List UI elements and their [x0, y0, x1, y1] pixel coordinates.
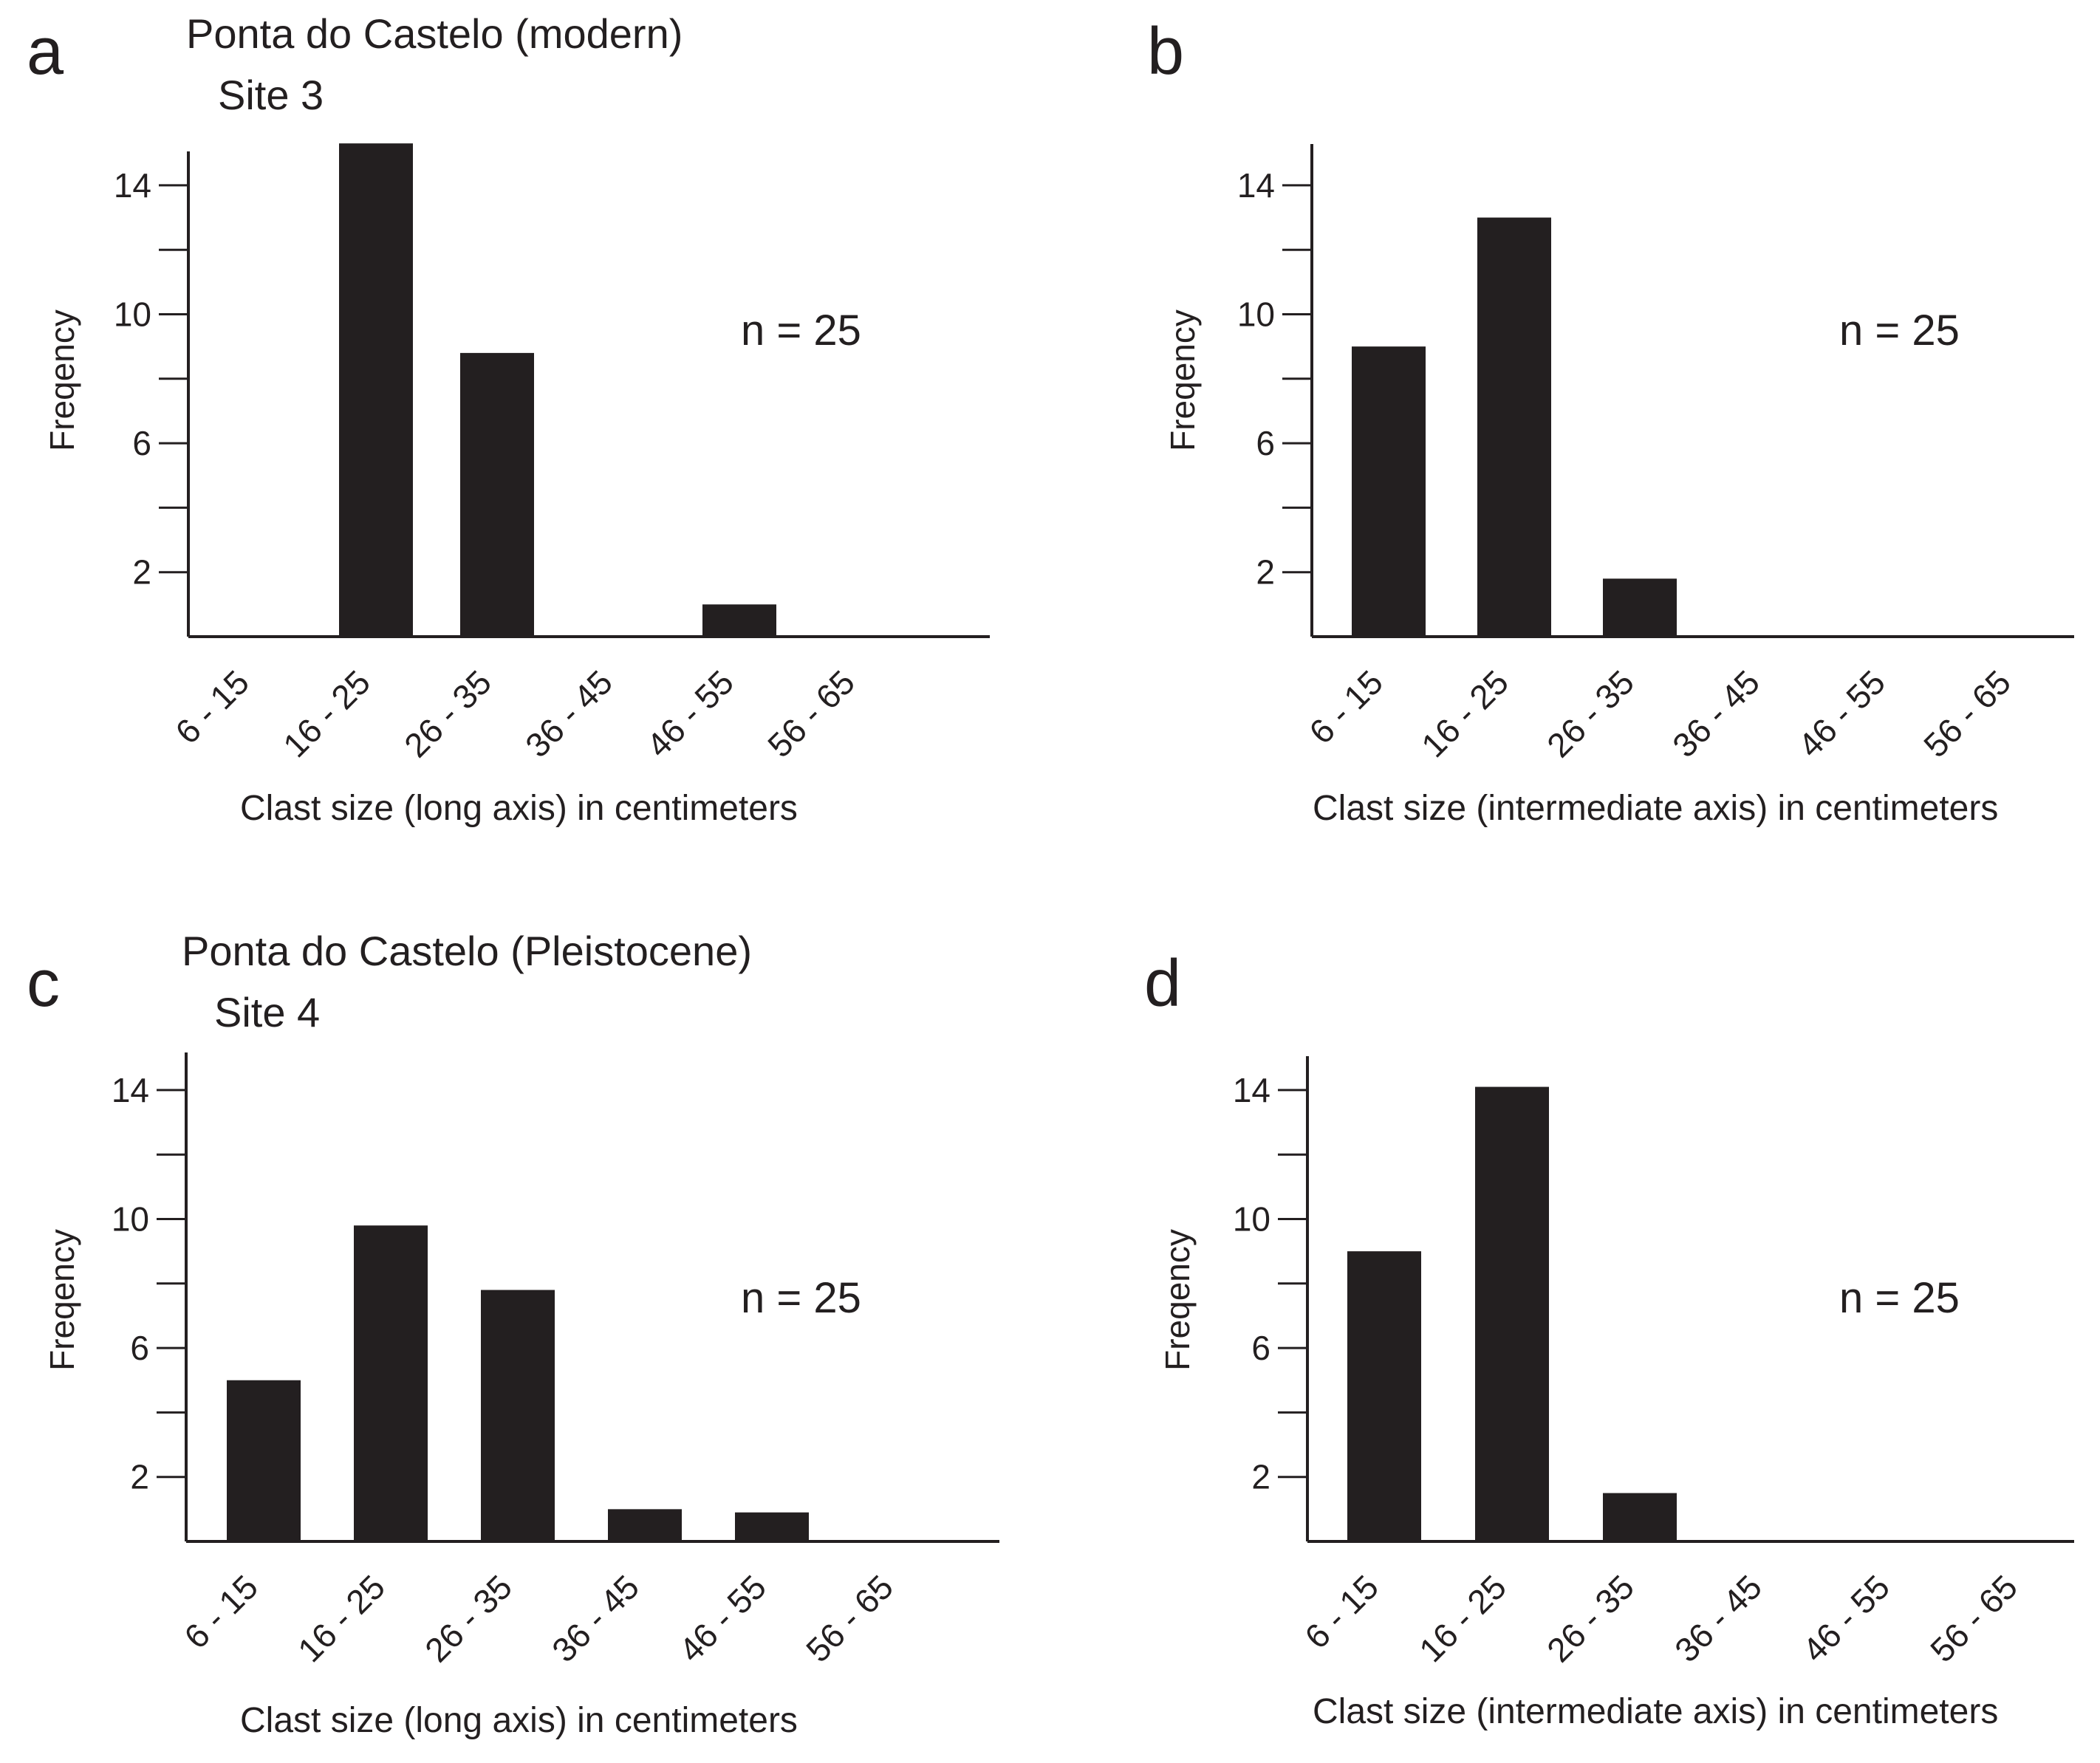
- panel-a-category-label: 46 - 55: [639, 663, 741, 764]
- panel-c-y-tick-label: 6: [130, 1329, 149, 1367]
- panel-b-category-label: 26 - 35: [1539, 663, 1641, 764]
- panel-b-bar: [1603, 578, 1677, 637]
- panel-d-category-label: 26 - 35: [1539, 1567, 1641, 1669]
- panel-b-category-label: 46 - 55: [1791, 663, 1892, 764]
- panel-b-y-tick-label: 2: [1256, 553, 1275, 592]
- panel-a-title: Ponta do Castelo (modern): [186, 10, 683, 57]
- panel-d-y-tick-label: 2: [1251, 1458, 1270, 1496]
- panel-a-subtitle: Site 3: [218, 72, 324, 118]
- panel-c-category-label: 56 - 65: [798, 1567, 900, 1669]
- panel-a-bar: [460, 352, 534, 637]
- panel-c-bar: [354, 1225, 428, 1541]
- panel-c-bar: [608, 1509, 682, 1541]
- panel-c-category-label: 36 - 45: [544, 1567, 646, 1669]
- panel-c-category-label: 6 - 15: [177, 1567, 265, 1656]
- panel-a-letter: a: [27, 15, 64, 89]
- panel-a-y-tick-label: 6: [132, 424, 151, 462]
- panel-d-sample-size: n = 25: [1839, 1274, 1960, 1322]
- panel-d-category-label: 36 - 45: [1667, 1567, 1769, 1669]
- panel-a-sample-size: n = 25: [741, 307, 861, 355]
- panel-a-y-tick-label: 2: [132, 553, 151, 592]
- panel-d-category-label: 56 - 65: [1923, 1567, 2025, 1669]
- panel-c-x-axis-label: Clast size (long axis) in centimeters: [240, 1701, 798, 1740]
- panel-d-y-tick-label: 14: [1233, 1071, 1270, 1109]
- panel-d-letter: d: [1144, 947, 1181, 1021]
- panel-d-category-label: 16 - 25: [1412, 1567, 1514, 1669]
- panel-c-category-label: 46 - 55: [671, 1567, 773, 1669]
- panel-b-letter: b: [1147, 15, 1184, 89]
- panel-a-category-label: 6 - 15: [168, 663, 256, 751]
- panel-d-x-axis-label: Clast size (intermediate axis) in centim…: [1313, 1692, 1998, 1731]
- panel-d-bar: [1475, 1086, 1549, 1541]
- panel-c-y-tick-label: 10: [112, 1200, 149, 1239]
- panel-a-bar: [702, 604, 776, 637]
- panel-a-y-tick-label: 10: [114, 295, 151, 334]
- panel-b-y-tick-label: 14: [1237, 166, 1275, 205]
- panel-c-letter: c: [27, 947, 60, 1021]
- panel-c-sample-size: n = 25: [741, 1274, 861, 1322]
- panel-a-y-axis-label: Freqency: [43, 309, 81, 451]
- panel-b-y-tick-label: 6: [1256, 424, 1275, 462]
- panel-c-y-tick-label: 14: [112, 1071, 149, 1109]
- panel-a-y-tick-label: 14: [114, 166, 151, 205]
- panel-c-title: Ponta do Castelo (Pleistocene): [182, 928, 752, 974]
- panel-c-category-label: 26 - 35: [417, 1567, 519, 1669]
- panel-a-category-label: 16 - 25: [276, 663, 377, 764]
- panel-c-bar: [481, 1290, 555, 1541]
- panel-b-bar: [1352, 346, 1426, 637]
- panel-d-category-label: 6 - 15: [1297, 1567, 1386, 1656]
- panel-d-bar: [1603, 1493, 1677, 1541]
- panel-b-category-label: 16 - 25: [1414, 663, 1516, 764]
- panel-b-bar: [1477, 217, 1551, 637]
- panel-c-bar: [227, 1380, 301, 1541]
- panel-a-x-axis-label: Clast size (long axis) in centimeters: [240, 789, 798, 828]
- panel-b-x-axis-label: Clast size (intermediate axis) in centim…: [1313, 789, 1998, 828]
- panel-b-y-tick-label: 10: [1237, 295, 1275, 334]
- panel-a-category-label: 36 - 45: [518, 663, 620, 764]
- panel-b-category-label: 56 - 65: [1916, 663, 2018, 764]
- panel-b-sample-size: n = 25: [1839, 307, 1960, 355]
- panel-b-category-label: 6 - 15: [1302, 663, 1390, 751]
- panel-a-category-label: 26 - 35: [397, 663, 499, 764]
- panel-b-category-label: 36 - 45: [1665, 663, 1767, 764]
- panel-d-y-tick-label: 10: [1233, 1200, 1270, 1239]
- panel-d-bar: [1347, 1251, 1421, 1541]
- panel-a-bar: [339, 143, 413, 637]
- panel-b-y-axis-label: Freqency: [1163, 309, 1202, 451]
- panel-c-subtitle: Site 4: [214, 989, 320, 1035]
- panel-c-y-tick-label: 2: [130, 1458, 149, 1496]
- panel-c-category-label: 16 - 25: [290, 1567, 392, 1669]
- panel-a-category-label: 56 - 65: [760, 663, 862, 764]
- panel-d-y-axis-label: Freqency: [1158, 1229, 1197, 1371]
- panel-c-y-axis-label: Freqency: [43, 1229, 81, 1371]
- panel-c-bar: [735, 1512, 809, 1541]
- panel-d-category-label: 46 - 55: [1795, 1567, 1897, 1669]
- panel-d-y-tick-label: 6: [1251, 1329, 1270, 1367]
